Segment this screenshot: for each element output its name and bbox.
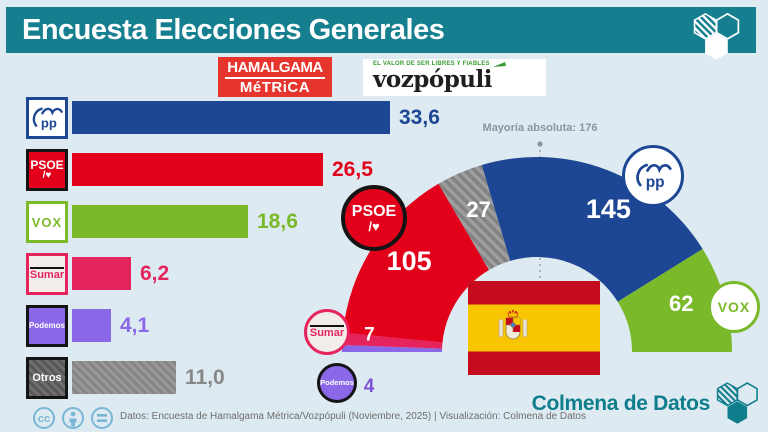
vox-logo: VOX [26,201,68,243]
podemos-logo: Podemos [26,305,68,347]
swoosh-icon [492,61,506,67]
seat-count-pp: 145 [586,194,631,224]
seat-segment-sumar [342,332,443,349]
bar-row-podemos: Podemos 4,1 [0,305,460,347]
seat-count-psoe: 105 [387,246,432,276]
bar-value-sumar: 6,2 [140,262,170,285]
svg-text:pp: pp [646,174,665,191]
colmena-hexagon-logo-icon [716,382,758,424]
bar-row-psoe: PSOE /♥ 26,5 [0,149,460,191]
bar-row-vox: VOX 18,6 [0,201,460,243]
majority-pin [537,141,543,292]
bar-row-sumar: Sumar 6,2 [0,253,460,295]
media-logo-vozpopuli: EL VALOR DE SER LIBRES Y FIABLES vozpópu… [363,59,546,96]
otros-logo: Otros [26,357,68,399]
attribution-icon [62,407,84,429]
pp-bird-icon: pp [636,163,672,191]
credit-text: Datos: Encuesta de Hamalgama Métrica/Voz… [120,411,586,422]
seat-segment-otros [438,165,511,270]
pollster-name-line1: HAMALGAMA [225,59,325,79]
cc-icon: cc [33,407,55,429]
bar-row-pp: pp 33,6 [0,97,460,139]
bar-value-vox: 18,6 [257,210,298,233]
pollster-name-line2: MéTRiCA [239,78,311,96]
brand-name: Colmena de Datos [531,392,711,415]
pollster-logo-hamalgama: HAMALGAMA MéTRiCA [218,57,332,97]
seat-count-podemos: 4 [364,376,375,397]
bar-value-psoe: 26,5 [332,158,373,181]
media-tagline: EL VALOR DE SER LIBRES Y FIABLES [373,61,540,68]
svg-text:cc: cc [38,413,50,425]
page-title: Encuesta Elecciones Generales [22,13,445,46]
pp-badge: pp [622,145,684,207]
seat-count-sumar: 7 [364,325,375,346]
bar-otros [72,361,176,394]
pp-logo: pp [26,97,68,139]
equals-icon [91,407,113,429]
spain-coat-of-arms-icon [498,310,528,340]
svg-text:pp: pp [41,115,57,130]
seat-count-vox: 62 [669,291,693,316]
header-banner: Encuesta Elecciones Generales [6,7,756,60]
colmena-hexagon-logo-icon [693,12,740,60]
license-icons: cc [33,407,113,429]
majority-annotation: Mayoría absoluta: 176 [482,122,598,134]
podemos-badge: Podemos [317,363,357,403]
bar-value-pp: 33,6 [399,106,440,129]
bar-value-otros: 11,0 [185,366,225,389]
psoe-logo: PSOE /♥ [26,149,68,191]
bar-row-otros: Otros 11,0 [0,357,460,399]
bar-podemos [72,309,111,342]
bar-sumar [72,257,131,290]
bar-psoe [72,153,323,186]
vox-badge: VOX [708,281,760,333]
seat-segment-podemos [341,345,443,352]
sumar-logo: Sumar [26,253,68,295]
seat-segment-psoe [342,183,489,343]
sumar-badge: Sumar [304,309,350,355]
seat-count-otros: 27 [466,197,490,222]
bar-vox [72,205,248,238]
media-name: vozpópuli [373,66,492,93]
psoe-badge: PSOE /♥ [341,185,407,251]
pp-bird-icon: pp [32,107,63,130]
spain-flag [468,281,600,375]
seat-segment-vox [617,249,732,352]
bar-pp [72,101,390,134]
seat-labels: 4 7 105 27 145 62 [364,194,694,397]
bar-value-podemos: 4,1 [120,314,150,337]
